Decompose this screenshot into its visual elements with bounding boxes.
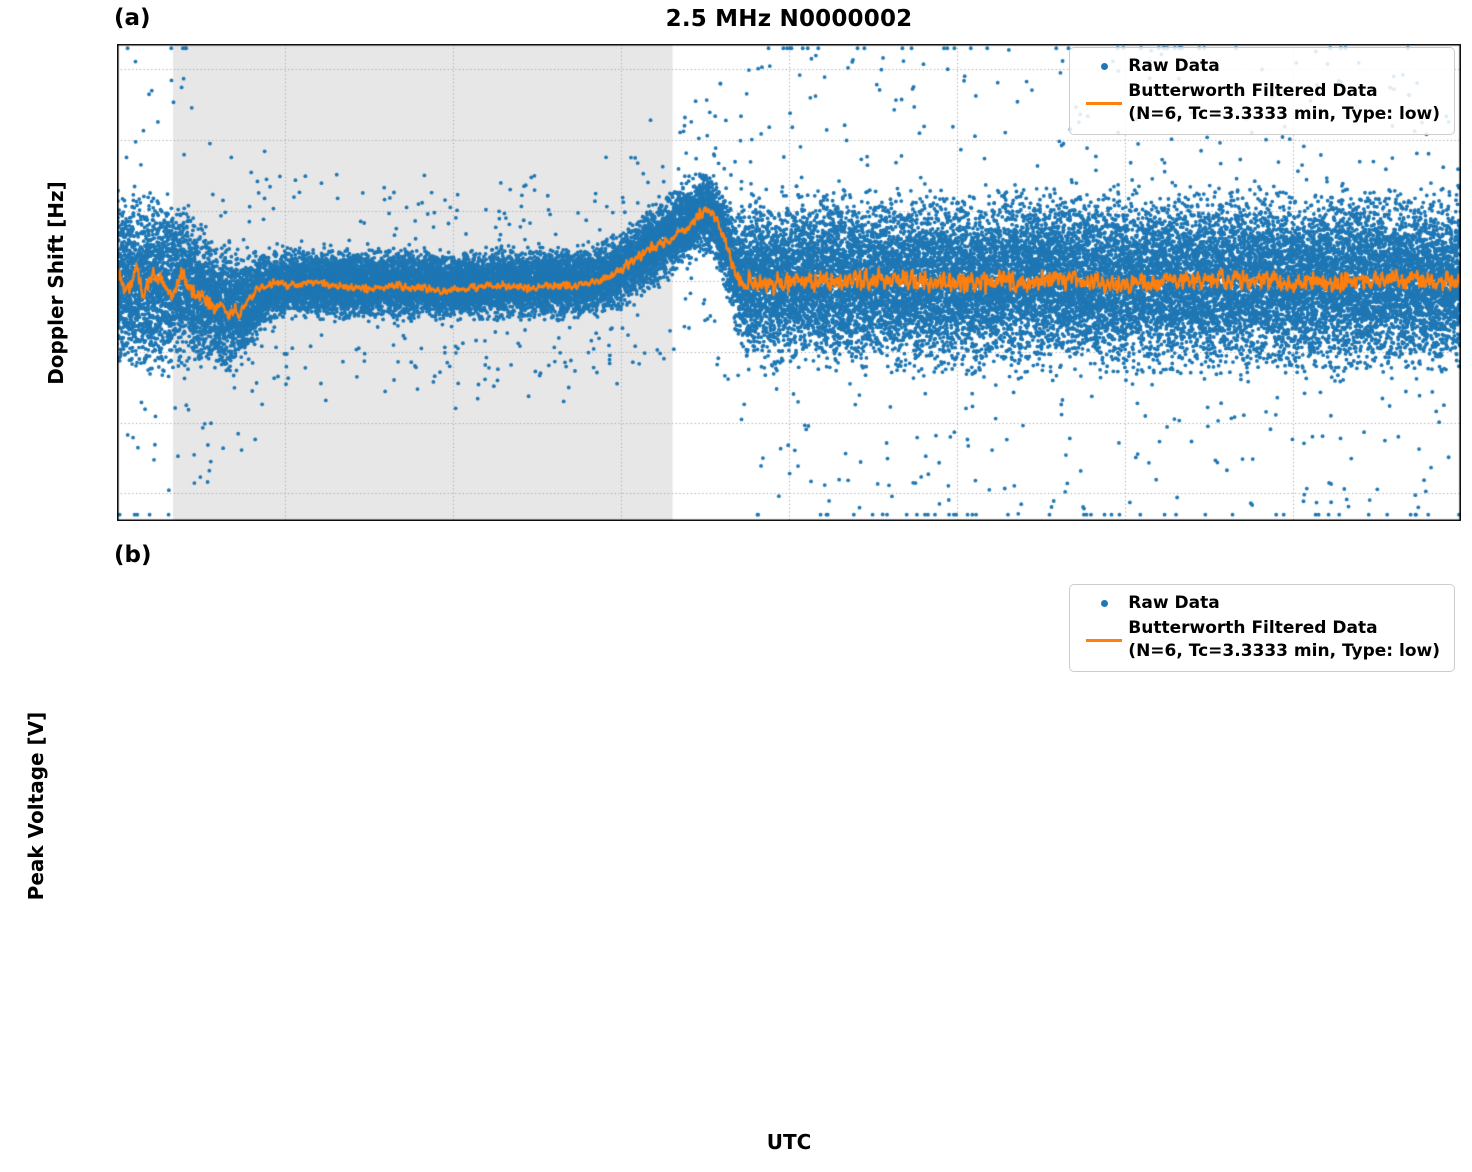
chart-title: 2.5 MHz N0000002 [665, 6, 913, 32]
legend-filtered-label-line2: (N=6, Tc=3.3333 min, Type: low) [1128, 641, 1440, 661]
legend-filtered-label-line1: Butterworth Filtered Data [1128, 81, 1378, 101]
legend-raw-label: Raw Data [1128, 56, 1220, 76]
legend-filtered-label-line2: (N=6, Tc=3.3333 min, Type: low) [1128, 104, 1440, 124]
x-axis-label: UTC [766, 1130, 812, 1154]
filtered-line-sample-icon [1086, 101, 1123, 105]
legend-entry-raw: Raw Data [1080, 55, 1440, 78]
raw-data-marker [1080, 600, 1128, 607]
panel-b-label: (b) [114, 542, 152, 568]
legend-filtered-label-line1: Butterworth Filtered Data [1128, 618, 1378, 638]
panel-a-label: (a) [114, 5, 151, 31]
legend-raw-label: Raw Data [1128, 593, 1220, 613]
raw-data-marker [1080, 63, 1128, 70]
legend-filtered-label: Butterworth Filtered Data (N=6, Tc=3.333… [1128, 617, 1440, 663]
legend-entry-filtered: Butterworth Filtered Data (N=6, Tc=3.333… [1080, 80, 1440, 126]
legend-filtered-label: Butterworth Filtered Data (N=6, Tc=3.333… [1128, 80, 1440, 126]
panel-b-legend: Raw Data Butterworth Filtered Data (N=6,… [1069, 584, 1455, 672]
legend-entry-raw: Raw Data [1080, 592, 1440, 615]
legend-entry-filtered: Butterworth Filtered Data (N=6, Tc=3.333… [1080, 617, 1440, 663]
raw-data-dot-icon [1100, 600, 1108, 607]
filtered-line-sample-icon [1086, 638, 1123, 642]
panel-b-y-axis-label: Peak Voltage [V] [24, 711, 48, 901]
panel-a-legend: Raw Data Butterworth Filtered Data (N=6,… [1069, 47, 1455, 135]
filtered-line-marker [1080, 101, 1128, 105]
panel-a-y-axis-label: Doppler Shift [Hz] [44, 181, 68, 385]
filtered-line-marker [1080, 638, 1128, 642]
raw-data-dot-icon [1100, 63, 1108, 70]
